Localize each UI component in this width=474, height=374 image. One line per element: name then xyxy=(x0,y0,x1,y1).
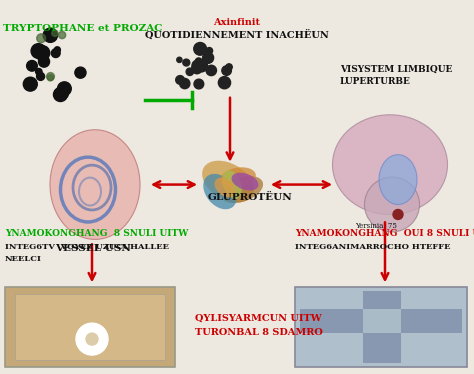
Ellipse shape xyxy=(332,115,447,214)
FancyBboxPatch shape xyxy=(5,287,175,367)
Circle shape xyxy=(206,65,217,76)
Ellipse shape xyxy=(221,176,263,203)
Text: YNAMOKONGHANG  OUI 8 SNULI UITW: YNAMOKONGHANG OUI 8 SNULI UITW xyxy=(295,229,474,239)
Circle shape xyxy=(36,73,45,80)
Circle shape xyxy=(57,82,71,95)
Text: QYLISYARMCUN UITW: QYLISYARMCUN UITW xyxy=(195,314,322,323)
Circle shape xyxy=(206,47,213,54)
Text: VESSEL USN: VESSEL USN xyxy=(55,244,131,254)
Text: GLUPROTËUN: GLUPROTËUN xyxy=(208,193,293,202)
FancyBboxPatch shape xyxy=(15,294,165,360)
Circle shape xyxy=(27,61,37,71)
Text: TRYPTOPHANE et PROZAC: TRYPTOPHANE et PROZAC xyxy=(3,24,163,33)
Circle shape xyxy=(177,57,182,62)
Circle shape xyxy=(202,52,214,63)
Ellipse shape xyxy=(214,178,236,197)
Circle shape xyxy=(76,323,108,355)
Ellipse shape xyxy=(365,177,419,232)
FancyBboxPatch shape xyxy=(363,309,401,333)
Circle shape xyxy=(192,60,203,71)
Text: VISYSTEM LIMBIQUE: VISYSTEM LIMBIQUE xyxy=(340,65,452,74)
Circle shape xyxy=(196,60,208,72)
Circle shape xyxy=(47,75,54,81)
Circle shape xyxy=(222,66,231,75)
Circle shape xyxy=(223,68,229,74)
Circle shape xyxy=(31,44,46,58)
FancyBboxPatch shape xyxy=(363,291,401,363)
Circle shape xyxy=(51,49,60,58)
Text: NEELCI: NEELCI xyxy=(5,255,42,263)
Circle shape xyxy=(226,64,232,70)
Circle shape xyxy=(180,79,190,89)
Ellipse shape xyxy=(202,161,254,202)
Circle shape xyxy=(52,30,58,36)
Circle shape xyxy=(393,209,403,220)
FancyBboxPatch shape xyxy=(300,309,462,333)
Circle shape xyxy=(36,34,46,43)
Circle shape xyxy=(86,333,98,345)
Circle shape xyxy=(194,43,207,55)
Circle shape xyxy=(54,47,60,53)
Circle shape xyxy=(58,31,66,39)
Circle shape xyxy=(54,88,67,101)
Text: LUPERTURBE: LUPERTURBE xyxy=(340,77,411,86)
Circle shape xyxy=(38,56,50,67)
Circle shape xyxy=(46,73,55,80)
Circle shape xyxy=(35,46,50,60)
Ellipse shape xyxy=(203,174,237,209)
Circle shape xyxy=(43,28,57,42)
Circle shape xyxy=(183,59,190,66)
Ellipse shape xyxy=(50,130,140,239)
FancyBboxPatch shape xyxy=(295,287,467,367)
Text: YNAMOKONGHANG  8 SNULI UITW: YNAMOKONGHANG 8 SNULI UITW xyxy=(5,229,188,239)
Text: TURONBAL 8 SDAMRO: TURONBAL 8 SDAMRO xyxy=(195,328,323,337)
Circle shape xyxy=(195,58,202,65)
Ellipse shape xyxy=(222,170,242,199)
Circle shape xyxy=(75,67,86,78)
Ellipse shape xyxy=(232,173,258,190)
Ellipse shape xyxy=(379,155,417,205)
Circle shape xyxy=(36,68,42,75)
Circle shape xyxy=(219,77,230,89)
Text: Yersinia  75: Yersinia 75 xyxy=(355,223,397,230)
Circle shape xyxy=(191,63,202,74)
Ellipse shape xyxy=(220,167,256,188)
Circle shape xyxy=(23,77,37,91)
Text: INTEG6TV  VOYEZ UZUCUHALLEE: INTEG6TV VOYEZ UZUCUHALLEE xyxy=(5,243,169,251)
Circle shape xyxy=(60,90,68,98)
Text: INTEG6ANIMARROCHO HTEFFE: INTEG6ANIMARROCHO HTEFFE xyxy=(295,243,450,251)
Text: QUOTIDIENNEMENT INACHËUN: QUOTIDIENNEMENT INACHËUN xyxy=(145,30,329,40)
Circle shape xyxy=(194,79,204,89)
Circle shape xyxy=(186,68,193,76)
Circle shape xyxy=(176,76,184,84)
Text: Axinfinit: Axinfinit xyxy=(213,18,261,27)
